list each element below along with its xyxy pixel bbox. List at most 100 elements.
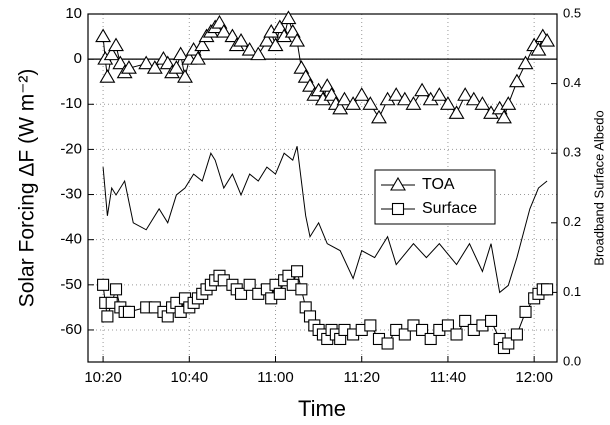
x-tick-label: 10:20	[84, 369, 122, 386]
triangle-marker	[332, 100, 349, 115]
triangle-marker	[362, 96, 379, 110]
x-axis-label: Time	[298, 396, 346, 421]
triangle-marker	[530, 42, 547, 56]
y-tick-label: 10	[65, 5, 82, 22]
triangle-marker	[319, 78, 336, 92]
square-marker	[459, 314, 472, 327]
triangle-marker	[517, 55, 534, 70]
triangle-marker	[95, 28, 112, 43]
triangle-marker	[172, 46, 189, 61]
triangle-marker	[448, 105, 465, 119]
triangle-marker	[284, 23, 301, 38]
square-marker	[243, 278, 256, 291]
y-tick-label: -40	[60, 231, 82, 248]
triangle-marker	[138, 55, 155, 70]
triangle-marker	[414, 82, 431, 97]
triangle-marker	[353, 87, 370, 101]
square-marker	[502, 337, 515, 350]
triangle-marker	[189, 51, 206, 65]
square-marker	[416, 323, 429, 337]
square-marker	[510, 328, 523, 341]
triangle-marker	[267, 37, 284, 52]
triangle-marker	[457, 87, 474, 101]
y2-tick-label: 0.3	[563, 145, 581, 160]
legend-label: Surface	[422, 200, 477, 217]
series-line	[102, 146, 548, 294]
triangle-marker	[112, 55, 129, 70]
triangle-marker	[323, 87, 340, 101]
legend-label: TOA	[422, 176, 455, 193]
square-marker	[519, 305, 532, 318]
square-marker	[291, 265, 304, 278]
triangle-marker	[271, 19, 288, 34]
triangle-marker	[194, 37, 211, 52]
y-tick-label: -60	[60, 321, 82, 338]
square-marker	[381, 337, 394, 350]
triangle-marker	[539, 32, 556, 47]
y-tick-label: -10	[60, 95, 82, 112]
square-marker	[450, 328, 463, 341]
legend-marker	[391, 202, 405, 216]
triangle-marker	[336, 91, 353, 106]
triangle-marker	[405, 96, 422, 110]
square-marker	[441, 319, 454, 332]
square-marker	[295, 283, 308, 296]
square-marker	[364, 319, 377, 332]
square-marker	[122, 305, 136, 318]
triangle-marker	[224, 28, 241, 43]
square-marker	[234, 287, 248, 300]
triangle-marker	[297, 69, 314, 83]
triangle-marker	[371, 109, 387, 124]
triangle-marker	[258, 32, 275, 47]
triangle-marker	[120, 60, 137, 74]
triangle-marker	[233, 32, 249, 47]
square-marker	[484, 314, 498, 327]
y-tick-label: -20	[60, 140, 82, 157]
triangle-marker	[168, 60, 185, 74]
triangle-marker	[439, 96, 456, 110]
y2-tick-label: 0.2	[563, 214, 581, 229]
y2-tick-label: 0.0	[563, 353, 581, 368]
triangle-marker	[293, 60, 310, 74]
triangle-marker	[108, 37, 124, 52]
triangle-marker	[465, 91, 482, 106]
triangle-marker	[241, 42, 258, 56]
triangle-marker	[215, 23, 232, 38]
triangle-marker	[99, 69, 116, 83]
square-marker	[97, 278, 110, 291]
y-tick-label: -50	[60, 276, 82, 293]
y-tick-label: 0	[74, 50, 82, 67]
triangle-marker	[431, 87, 448, 101]
triangle-marker	[345, 96, 362, 110]
triangle-marker	[289, 32, 306, 47]
triangle-marker	[500, 96, 517, 110]
triangle-marker	[280, 10, 297, 25]
triangle-marker	[211, 14, 228, 29]
y-axis-label: Solar Forcing ΔF (W m⁻²)	[16, 69, 39, 308]
square-marker	[273, 287, 286, 300]
triangle-marker	[496, 109, 512, 124]
triangle-marker	[250, 46, 267, 61]
legend-marker	[390, 176, 406, 191]
triangle-marker	[177, 69, 193, 83]
triangle-marker	[302, 78, 318, 92]
x-tick-label: 11:40	[430, 369, 466, 386]
square-marker	[424, 332, 437, 346]
y2-tick-label: 0.4	[563, 75, 581, 90]
triangle-marker	[146, 60, 163, 74]
plot-frame	[87, 13, 558, 363]
y2-axis-label: Broadband Surface Albedo	[591, 110, 606, 265]
triangle-marker	[388, 87, 405, 101]
y2-tick-label: 0.1	[563, 284, 581, 299]
square-marker	[109, 283, 123, 296]
triangle-marker	[508, 73, 525, 88]
triangle-marker	[396, 91, 413, 106]
triangle-marker	[103, 46, 120, 61]
y-tick-label: -30	[60, 186, 82, 203]
square-marker	[541, 283, 554, 296]
x-tick-label: 10:40	[171, 369, 209, 386]
square-marker	[398, 328, 411, 341]
square-marker	[101, 310, 114, 323]
triangle-marker	[474, 96, 491, 110]
